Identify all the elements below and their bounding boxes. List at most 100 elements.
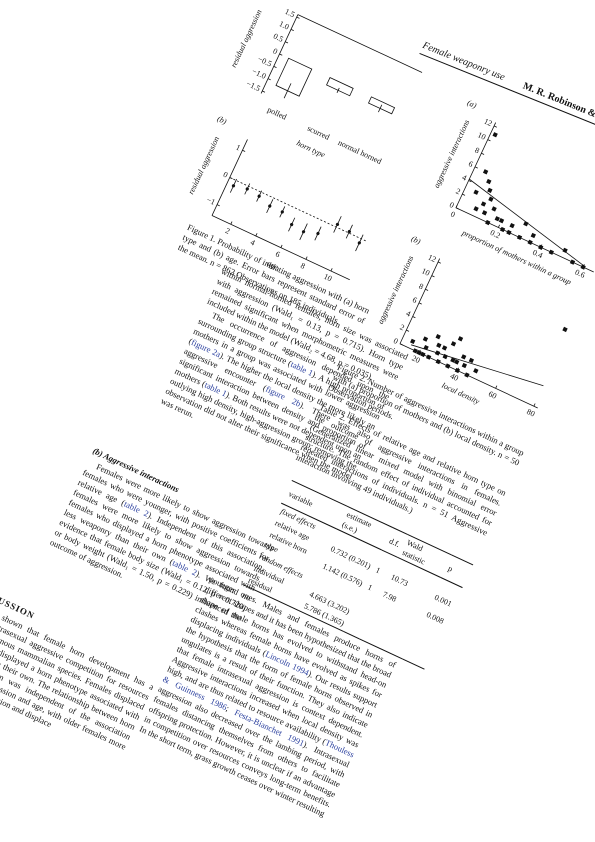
point [231, 184, 236, 188]
y-tick-label: 0.5 [272, 32, 285, 44]
error-bar [336, 87, 340, 93]
y-tick [474, 166, 478, 169]
error-bar [283, 83, 292, 99]
point [335, 222, 340, 226]
x-tick-label: 20 [410, 354, 421, 366]
x-tick [330, 268, 333, 272]
y-tick [425, 288, 429, 291]
point [491, 206, 497, 212]
point [422, 336, 429, 342]
panel-label: (b) [216, 114, 229, 126]
point [480, 201, 487, 207]
point [468, 357, 475, 364]
point [530, 232, 536, 239]
point [454, 359, 460, 365]
x-axis-label: local density [440, 381, 481, 407]
point [420, 351, 426, 358]
point [268, 204, 272, 208]
y-tick-label: 0 [222, 170, 229, 180]
y-tick-label: 12 [426, 253, 437, 265]
bar [326, 77, 354, 97]
y-tick-label: 8 [473, 146, 480, 156]
y-tick-label: 0 [392, 336, 399, 346]
point [485, 219, 491, 226]
y-axis [399, 258, 441, 344]
point [464, 372, 470, 378]
point [487, 187, 493, 194]
point [410, 338, 416, 345]
point [580, 264, 586, 270]
x-tick-label: 8 [299, 261, 306, 271]
point [245, 187, 249, 191]
y-tick [412, 316, 416, 319]
x-tick-label: 80 [525, 407, 536, 419]
x-tick-label: 0.6 [574, 268, 587, 280]
y-tick-label: 10 [476, 130, 487, 142]
y-tick-label: 10 [420, 266, 431, 278]
point [441, 345, 448, 351]
point [357, 241, 361, 245]
point [562, 326, 568, 333]
x-tick-label: 2 [224, 226, 231, 236]
category-label: scurred [306, 124, 331, 142]
y-tick [242, 149, 246, 152]
y-tick-label: 1.0 [278, 19, 291, 31]
y-tick [437, 261, 441, 264]
x-tick [230, 221, 233, 225]
x-tick [533, 403, 536, 407]
x-tick-label: 0.4 [531, 248, 544, 260]
y-tick-label: 4 [405, 309, 412, 319]
y-tick [267, 78, 271, 81]
point [538, 244, 544, 250]
point [498, 218, 505, 224]
y-tick-label: 6 [411, 295, 418, 305]
category-label: polled [266, 105, 288, 122]
x-axis-label: age [266, 259, 281, 272]
y-tick-label: −0.5 [256, 54, 273, 68]
x-tick-label: 4 [249, 238, 256, 248]
point [548, 249, 554, 255]
point [454, 367, 461, 374]
x-tick [495, 385, 498, 389]
point [569, 259, 576, 265]
point [473, 189, 479, 195]
figure-2b: (b)aggressive interactions02468101220406… [376, 234, 568, 419]
point [461, 354, 467, 360]
y-axis-label: residual aggression [186, 135, 221, 196]
y-tick [481, 152, 485, 155]
point [473, 368, 479, 374]
point [425, 354, 432, 360]
point [492, 132, 498, 138]
y-tick-label: 0 [448, 200, 455, 210]
x-tick-label: 10 [322, 272, 333, 284]
x-tick-label: 40 [449, 371, 460, 383]
y-tick [487, 139, 491, 142]
point [473, 206, 479, 212]
point [416, 350, 422, 356]
x-tick [280, 244, 283, 248]
point [316, 231, 320, 236]
y-tick-label: 8 [417, 282, 424, 292]
x-tick [497, 224, 500, 228]
frame-top [297, 14, 423, 73]
point [457, 336, 464, 342]
y-tick [216, 204, 220, 207]
x-tick-label: 60 [487, 389, 498, 401]
y-tick [493, 125, 497, 128]
fit-line [410, 344, 544, 387]
point [445, 363, 451, 369]
point [509, 222, 515, 229]
point [435, 334, 441, 340]
point [290, 222, 294, 227]
point [461, 362, 468, 369]
category-label: normal horned [337, 138, 383, 166]
running-title: Female weaponry use [420, 40, 507, 84]
y-tick [279, 53, 283, 56]
point [412, 348, 418, 354]
y-axis [455, 122, 497, 208]
y-tick-label: 4 [461, 173, 468, 183]
y-tick-label: −1 [205, 195, 217, 207]
point [499, 226, 506, 233]
panel-label: (a) [466, 98, 479, 110]
